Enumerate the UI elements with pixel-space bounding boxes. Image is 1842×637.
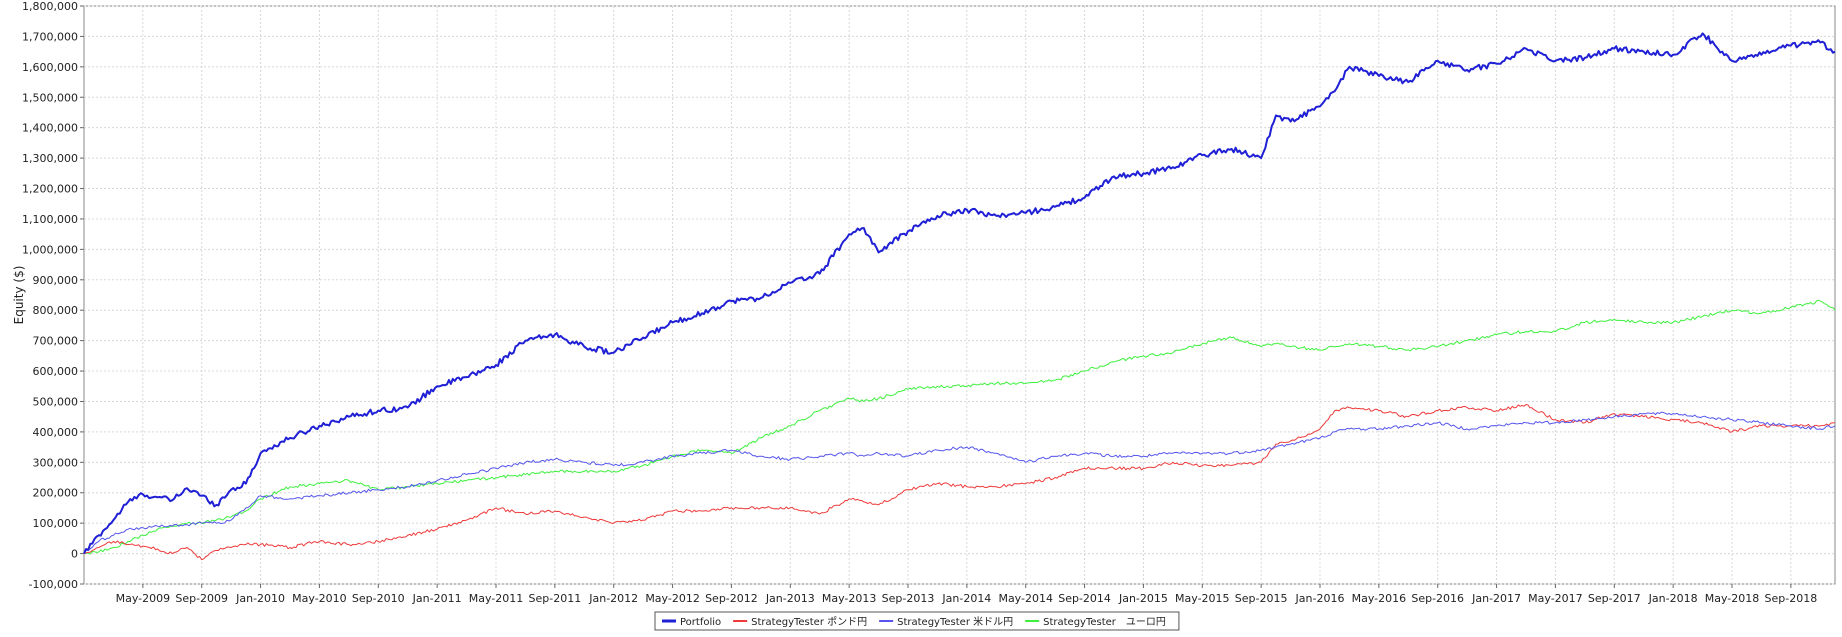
x-tick-label: Jan-2012	[588, 592, 638, 605]
x-tick-label: Sep-2009	[175, 592, 228, 605]
series-line-1	[83, 404, 1836, 561]
legend-label: StrategyTester 米ドル円	[897, 615, 1013, 628]
x-tick-label: Jan-2014	[941, 592, 991, 605]
legend-label: StrategyTester ユーロ円	[1043, 617, 1166, 628]
x-tick-label: Jan-2016	[1295, 592, 1345, 605]
x-tick-label: Jan-2011	[412, 592, 462, 605]
y-tick-label: 700,000	[33, 335, 79, 348]
y-tick-label: 1,400,000	[22, 122, 78, 135]
x-tick-label: May-2014	[998, 592, 1053, 605]
x-tick-label: Sep-2018	[1765, 592, 1818, 605]
series-line-0	[83, 32, 1836, 555]
y-tick-label: 1,300,000	[22, 152, 78, 165]
y-tick-label: 400,000	[33, 426, 79, 439]
y-tick-label: -100,000	[29, 578, 78, 591]
x-tick-label: Jan-2017	[1471, 592, 1521, 605]
x-tick-label: Jan-2010	[235, 592, 285, 605]
x-tick-label: Sep-2015	[1235, 592, 1288, 605]
legend-label: Portfolio	[680, 617, 721, 628]
y-tick-label: 1,200,000	[22, 183, 78, 196]
x-tick-label: May-2009	[116, 592, 171, 605]
y-axis: -100,000 0 100,000 200,000 300,000 400,000 500…	[22, 0, 84, 591]
x-tick-label: May-2015	[1175, 592, 1230, 605]
x-tick-label: Sep-2017	[1588, 592, 1641, 605]
y-tick-label: 200,000	[33, 487, 79, 500]
x-tick-label: May-2012	[645, 592, 700, 605]
x-tick-label: May-2017	[1528, 592, 1583, 605]
x-tick-label: May-2010	[292, 592, 347, 605]
x-tick-label: Sep-2011	[529, 592, 582, 605]
y-tick-label: 800,000	[33, 304, 79, 317]
x-tick-label: Sep-2010	[352, 592, 405, 605]
y-tick-label: 1,100,000	[22, 213, 78, 226]
legend: Portfolio StrategyTester ポンド円 StrategyTest…	[654, 611, 1180, 631]
series-line-2	[83, 411, 1836, 554]
grid	[84, 5, 1835, 585]
x-tick-label: Jan-2015	[1118, 592, 1168, 605]
x-tick-label: Sep-2014	[1058, 592, 1111, 605]
x-tick-label: May-2018	[1705, 592, 1760, 605]
x-tick-label: Sep-2012	[705, 592, 758, 605]
y-tick-label: 100,000	[33, 517, 79, 530]
y-tick-label: 1,800,000	[22, 0, 78, 13]
series-layer	[83, 32, 1836, 561]
x-tick-label: Sep-2016	[1411, 592, 1464, 605]
x-tick-label: Jan-2013	[765, 592, 815, 605]
y-tick-label: 1,500,000	[22, 91, 78, 104]
x-tick-label: Sep-2013	[882, 592, 935, 605]
y-tick-label: 1,700,000	[22, 30, 78, 43]
legend-label: StrategyTester ポンド円	[751, 616, 867, 628]
y-axis-label: Equity ($)	[12, 266, 26, 325]
y-tick-label: 500,000	[33, 395, 79, 408]
y-tick-label: 900,000	[33, 274, 79, 287]
x-tick-label: May-2011	[469, 592, 524, 605]
y-tick-label: 0	[71, 548, 78, 561]
legend-box	[654, 611, 1180, 631]
y-tick-label: 600,000	[33, 365, 79, 378]
y-tick-label: 300,000	[33, 456, 79, 469]
plot-background	[83, 5, 1836, 585]
x-tick-label: May-2016	[1352, 592, 1407, 605]
x-tick-label: May-2013	[822, 592, 877, 605]
y-tick-label: 1,600,000	[22, 61, 78, 74]
x-tick-label: Jan-2018	[1648, 592, 1698, 605]
x-axis: May-2009 Sep-2009 Jan-2010 May-2010 Sep-2010…	[116, 584, 1818, 605]
y-tick-label: 1,000,000	[22, 243, 78, 256]
